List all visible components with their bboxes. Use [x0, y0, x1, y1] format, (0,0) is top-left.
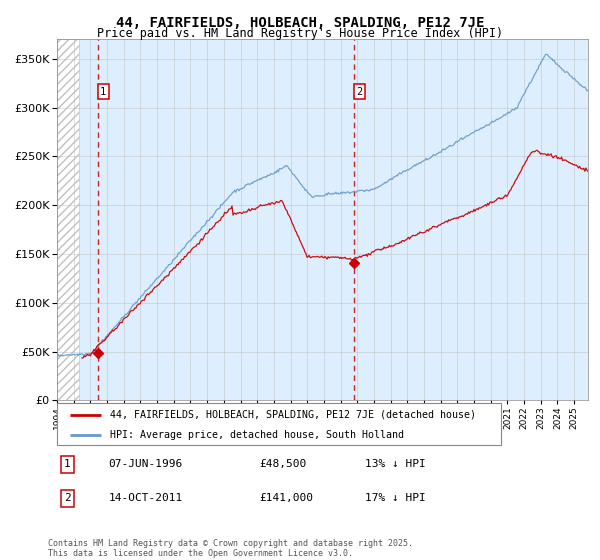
Text: Price paid vs. HM Land Registry's House Price Index (HPI): Price paid vs. HM Land Registry's House …	[97, 27, 503, 40]
Text: 2: 2	[64, 493, 71, 503]
Text: 1: 1	[100, 87, 106, 96]
Text: 2: 2	[356, 87, 362, 96]
Text: HPI: Average price, detached house, South Holland: HPI: Average price, detached house, Sout…	[110, 430, 404, 440]
Text: 17% ↓ HPI: 17% ↓ HPI	[365, 493, 425, 503]
Text: 44, FAIRFIELDS, HOLBEACH, SPALDING, PE12 7JE (detached house): 44, FAIRFIELDS, HOLBEACH, SPALDING, PE12…	[110, 410, 476, 420]
Text: £141,000: £141,000	[259, 493, 313, 503]
Text: Contains HM Land Registry data © Crown copyright and database right 2025.
This d: Contains HM Land Registry data © Crown c…	[48, 539, 413, 558]
Text: £48,500: £48,500	[259, 459, 307, 469]
Text: 07-JUN-1996: 07-JUN-1996	[109, 459, 183, 469]
Text: 14-OCT-2011: 14-OCT-2011	[109, 493, 183, 503]
Bar	[57, 39, 79, 400]
FancyBboxPatch shape	[57, 403, 501, 445]
Text: 44, FAIRFIELDS, HOLBEACH, SPALDING, PE12 7JE: 44, FAIRFIELDS, HOLBEACH, SPALDING, PE12…	[116, 16, 484, 30]
Text: 1: 1	[64, 459, 71, 469]
Text: 13% ↓ HPI: 13% ↓ HPI	[365, 459, 425, 469]
